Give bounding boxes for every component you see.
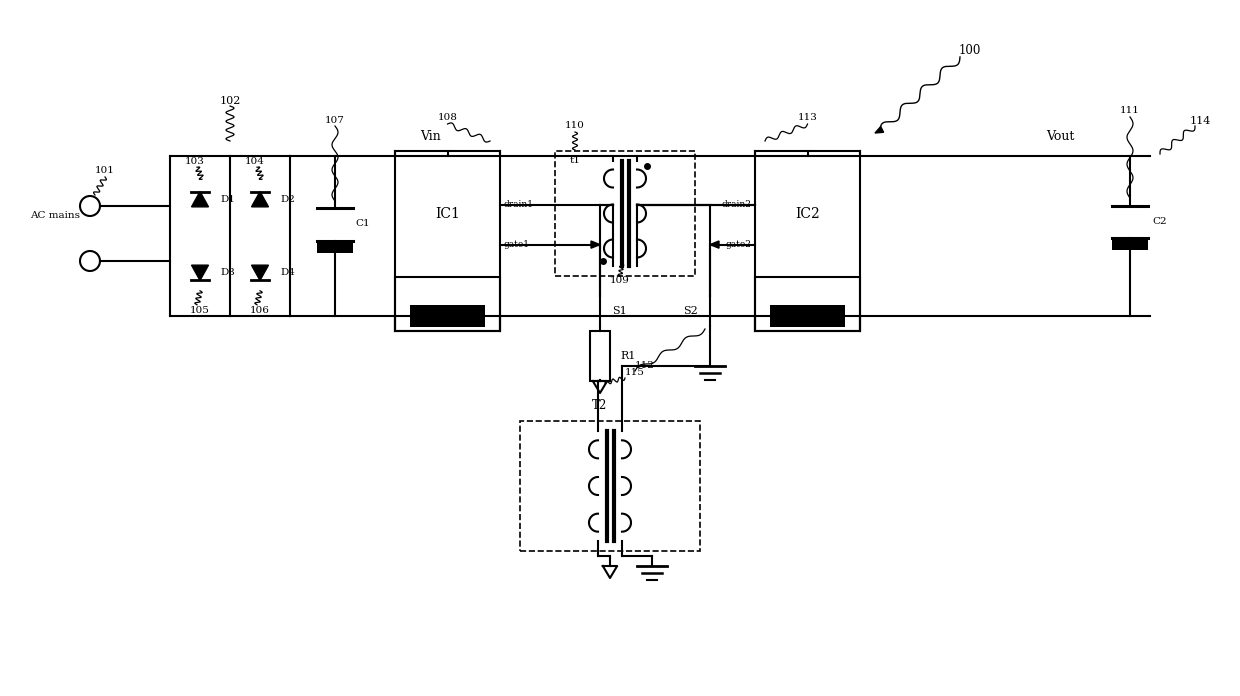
Bar [410, 306, 485, 327]
Text: AC mains: AC mains [30, 212, 81, 221]
Text: 106: 106 [250, 306, 270, 315]
Text: 103: 103 [185, 157, 205, 166]
Bar [1112, 239, 1148, 250]
Bar [317, 242, 353, 253]
Polygon shape [591, 241, 600, 248]
Polygon shape [252, 191, 269, 207]
Polygon shape [191, 191, 208, 207]
Text: 111: 111 [1120, 106, 1140, 116]
Bar [556, 151, 694, 276]
Text: C2: C2 [1152, 217, 1167, 226]
Bar [396, 277, 500, 331]
Bar [755, 277, 861, 331]
Text: R1: R1 [620, 351, 635, 361]
Text: S1: S1 [613, 306, 626, 316]
Text: 114: 114 [1189, 116, 1210, 126]
Text: 100: 100 [959, 45, 981, 58]
Text: IC2: IC2 [795, 207, 820, 221]
Bar [755, 151, 861, 331]
Polygon shape [191, 265, 208, 280]
Bar [590, 331, 610, 381]
Text: drain1: drain1 [503, 200, 534, 209]
Text: 112: 112 [635, 361, 655, 370]
Text: gate2: gate2 [725, 240, 751, 249]
Bar [396, 151, 500, 331]
Text: 115: 115 [625, 368, 645, 377]
Text: 107: 107 [325, 116, 345, 125]
Bar [520, 421, 701, 551]
Text: D4: D4 [280, 268, 295, 277]
Text: 105: 105 [190, 306, 210, 315]
Polygon shape [711, 241, 719, 248]
Text: D1: D1 [219, 195, 234, 204]
Polygon shape [875, 127, 884, 133]
Text: D3: D3 [219, 268, 234, 277]
Text: 109: 109 [610, 276, 630, 285]
Text: 113: 113 [797, 113, 817, 122]
Text: S2: S2 [683, 306, 698, 316]
Text: T2: T2 [593, 400, 608, 413]
Polygon shape [252, 265, 269, 280]
Text: 108: 108 [438, 113, 458, 122]
Text: gate1: gate1 [503, 240, 529, 249]
Text: drain2: drain2 [722, 200, 751, 209]
Text: Vout: Vout [1045, 130, 1074, 143]
Text: 101: 101 [95, 166, 115, 175]
Text: IC1: IC1 [435, 207, 460, 221]
Text: C1: C1 [355, 219, 370, 228]
Text: 102: 102 [219, 96, 241, 106]
Text: Vin: Vin [420, 130, 440, 143]
Text: t1: t1 [570, 156, 580, 165]
Bar [770, 306, 844, 327]
Text: 104: 104 [246, 157, 265, 166]
Text: 110: 110 [565, 122, 585, 130]
Text: D2: D2 [280, 195, 295, 204]
